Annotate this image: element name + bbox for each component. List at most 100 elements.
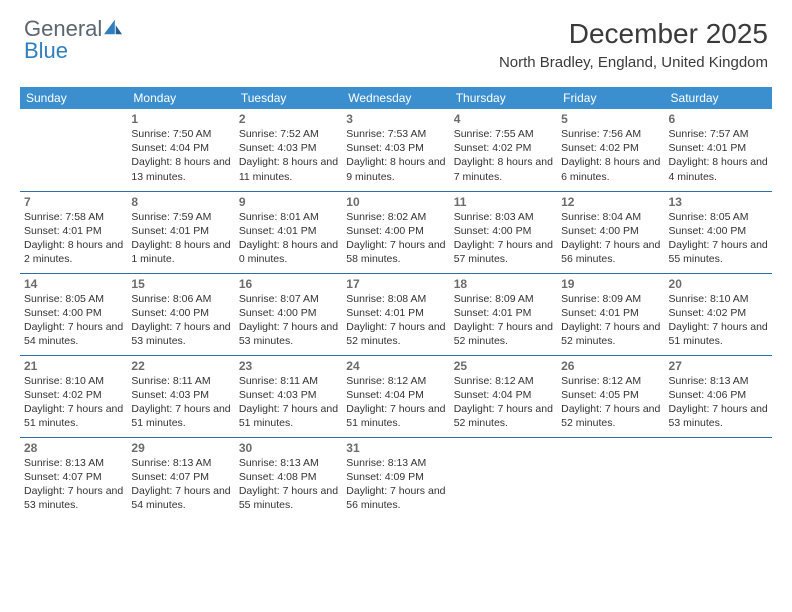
calendar-day-cell: 4Sunrise: 7:55 AMSunset: 4:02 PMDaylight… [450,109,557,191]
day-info: Sunrise: 8:13 AMSunset: 4:07 PMDaylight:… [131,456,230,513]
calendar-day-cell: 21Sunrise: 8:10 AMSunset: 4:02 PMDayligh… [20,355,127,437]
day-info: Sunrise: 8:10 AMSunset: 4:02 PMDaylight:… [669,292,768,349]
calendar-day-cell: 29Sunrise: 8:13 AMSunset: 4:07 PMDayligh… [127,437,234,519]
calendar-day-cell: 14Sunrise: 8:05 AMSunset: 4:00 PMDayligh… [20,273,127,355]
day-number: 22 [131,359,230,373]
day-info: Sunrise: 8:10 AMSunset: 4:02 PMDaylight:… [24,374,123,431]
calendar-day-cell: 5Sunrise: 7:56 AMSunset: 4:02 PMDaylight… [557,109,664,191]
calendar-week-row: 14Sunrise: 8:05 AMSunset: 4:00 PMDayligh… [20,273,772,355]
calendar-day-cell: 10Sunrise: 8:02 AMSunset: 4:00 PMDayligh… [342,191,449,273]
day-number: 7 [24,195,123,209]
day-info: Sunrise: 8:12 AMSunset: 4:05 PMDaylight:… [561,374,660,431]
calendar-day-cell: 19Sunrise: 8:09 AMSunset: 4:01 PMDayligh… [557,273,664,355]
calendar-day-cell: 28Sunrise: 8:13 AMSunset: 4:07 PMDayligh… [20,437,127,519]
calendar-week-row: 7Sunrise: 7:58 AMSunset: 4:01 PMDaylight… [20,191,772,273]
calendar-day-cell [450,437,557,519]
day-number: 16 [239,277,338,291]
calendar-day-cell: 22Sunrise: 8:11 AMSunset: 4:03 PMDayligh… [127,355,234,437]
day-info: Sunrise: 8:03 AMSunset: 4:00 PMDaylight:… [454,210,553,267]
day-info: Sunrise: 7:56 AMSunset: 4:02 PMDaylight:… [561,127,660,184]
calendar-day-cell: 8Sunrise: 7:59 AMSunset: 4:01 PMDaylight… [127,191,234,273]
calendar-header-row: SundayMondayTuesdayWednesdayThursdayFrid… [20,87,772,109]
day-info: Sunrise: 8:04 AMSunset: 4:00 PMDaylight:… [561,210,660,267]
weekday-header: Thursday [450,87,557,109]
day-number: 6 [669,112,768,126]
location-text: North Bradley, England, United Kingdom [499,54,768,71]
day-number: 20 [669,277,768,291]
day-number: 13 [669,195,768,209]
day-number: 29 [131,441,230,455]
day-info: Sunrise: 7:57 AMSunset: 4:01 PMDaylight:… [669,127,768,184]
calendar-day-cell [665,437,772,519]
calendar-day-cell: 18Sunrise: 8:09 AMSunset: 4:01 PMDayligh… [450,273,557,355]
calendar-day-cell: 17Sunrise: 8:08 AMSunset: 4:01 PMDayligh… [342,273,449,355]
day-number: 27 [669,359,768,373]
brand-text: General Blue [24,18,124,62]
calendar-day-cell: 3Sunrise: 7:53 AMSunset: 4:03 PMDaylight… [342,109,449,191]
day-info: Sunrise: 8:02 AMSunset: 4:00 PMDaylight:… [346,210,445,267]
calendar-week-row: 1Sunrise: 7:50 AMSunset: 4:04 PMDaylight… [20,109,772,191]
day-number: 3 [346,112,445,126]
calendar-day-cell: 26Sunrise: 8:12 AMSunset: 4:05 PMDayligh… [557,355,664,437]
calendar-day-cell: 11Sunrise: 8:03 AMSunset: 4:00 PMDayligh… [450,191,557,273]
day-number: 14 [24,277,123,291]
calendar-week-row: 21Sunrise: 8:10 AMSunset: 4:02 PMDayligh… [20,355,772,437]
day-number: 26 [561,359,660,373]
calendar-day-cell: 15Sunrise: 8:06 AMSunset: 4:00 PMDayligh… [127,273,234,355]
day-info: Sunrise: 7:50 AMSunset: 4:04 PMDaylight:… [131,127,230,184]
calendar-day-cell: 24Sunrise: 8:12 AMSunset: 4:04 PMDayligh… [342,355,449,437]
weekday-header: Saturday [665,87,772,109]
calendar-day-cell: 13Sunrise: 8:05 AMSunset: 4:00 PMDayligh… [665,191,772,273]
calendar-day-cell: 30Sunrise: 8:13 AMSunset: 4:08 PMDayligh… [235,437,342,519]
day-number: 30 [239,441,338,455]
weekday-header: Friday [557,87,664,109]
calendar-day-cell: 2Sunrise: 7:52 AMSunset: 4:03 PMDaylight… [235,109,342,191]
day-info: Sunrise: 8:06 AMSunset: 4:00 PMDaylight:… [131,292,230,349]
day-info: Sunrise: 8:13 AMSunset: 4:06 PMDaylight:… [669,374,768,431]
day-number: 17 [346,277,445,291]
day-number: 25 [454,359,553,373]
day-number: 12 [561,195,660,209]
calendar-day-cell [557,437,664,519]
day-number: 5 [561,112,660,126]
day-number: 15 [131,277,230,291]
day-number: 1 [131,112,230,126]
day-info: Sunrise: 8:12 AMSunset: 4:04 PMDaylight:… [454,374,553,431]
day-info: Sunrise: 7:59 AMSunset: 4:01 PMDaylight:… [131,210,230,267]
month-title: December 2025 [499,18,768,50]
calendar-day-cell: 25Sunrise: 8:12 AMSunset: 4:04 PMDayligh… [450,355,557,437]
calendar-day-cell [20,109,127,191]
day-info: Sunrise: 8:11 AMSunset: 4:03 PMDaylight:… [239,374,338,431]
day-info: Sunrise: 7:53 AMSunset: 4:03 PMDaylight:… [346,127,445,184]
title-block: December 2025 North Bradley, England, Un… [499,18,768,71]
day-info: Sunrise: 8:05 AMSunset: 4:00 PMDaylight:… [669,210,768,267]
day-number: 21 [24,359,123,373]
day-number: 9 [239,195,338,209]
day-info: Sunrise: 8:13 AMSunset: 4:09 PMDaylight:… [346,456,445,513]
calendar-day-cell: 9Sunrise: 8:01 AMSunset: 4:01 PMDaylight… [235,191,342,273]
page-header: General Blue December 2025 North Bradley… [0,0,792,77]
day-number: 23 [239,359,338,373]
calendar-day-cell: 7Sunrise: 7:58 AMSunset: 4:01 PMDaylight… [20,191,127,273]
calendar-day-cell: 20Sunrise: 8:10 AMSunset: 4:02 PMDayligh… [665,273,772,355]
brand-logo: General Blue [24,18,124,62]
day-number: 18 [454,277,553,291]
day-info: Sunrise: 8:01 AMSunset: 4:01 PMDaylight:… [239,210,338,267]
day-number: 28 [24,441,123,455]
weekday-header: Wednesday [342,87,449,109]
day-number: 24 [346,359,445,373]
calendar-day-cell: 23Sunrise: 8:11 AMSunset: 4:03 PMDayligh… [235,355,342,437]
calendar-day-cell: 31Sunrise: 8:13 AMSunset: 4:09 PMDayligh… [342,437,449,519]
day-number: 4 [454,112,553,126]
day-number: 2 [239,112,338,126]
day-info: Sunrise: 7:58 AMSunset: 4:01 PMDaylight:… [24,210,123,267]
calendar-week-row: 28 Sunrise: 8:13 AMSunset: 4:07 PMDayligh… [20,437,772,519]
calendar-table: SundayMondayTuesdayWednesdayThursdayFrid… [20,87,772,519]
weekday-header: Monday [127,87,234,109]
day-info: Sunrise: 8:13 AMSunset: 4:08 PMDaylight:… [239,456,338,513]
day-info: Sunrise: 7:52 AMSunset: 4:03 PMDaylight:… [239,127,338,184]
weekday-header: Sunday [20,87,127,109]
day-number: 11 [454,195,553,209]
day-info: Sunrise: 7:55 AMSunset: 4:02 PMDaylight:… [454,127,553,184]
day-info: Sunrise: 8:11 AMSunset: 4:03 PMDaylight:… [131,374,230,431]
